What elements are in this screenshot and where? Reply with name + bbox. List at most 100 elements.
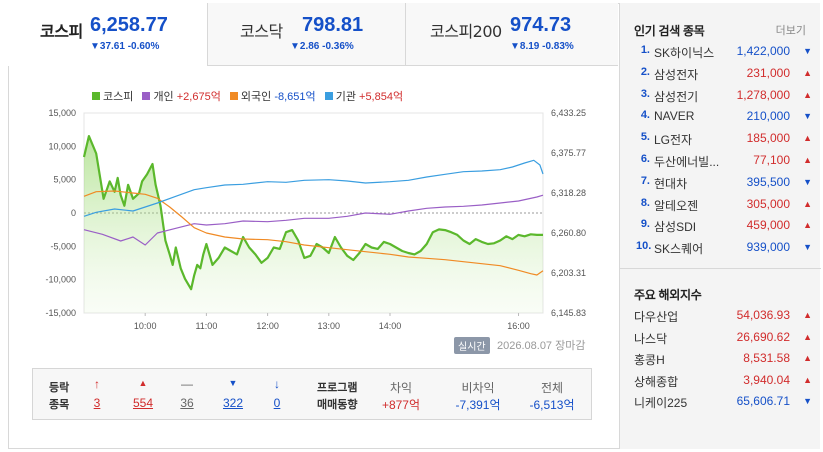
stock-name: 삼성SDI	[654, 220, 697, 235]
index-value: 26,690.62	[736, 329, 790, 344]
more-link[interactable]: 더보기	[775, 25, 806, 37]
tab-kospi200[interactable]: 코스피200 974.73 ▼8.19 -0.83%	[405, 3, 618, 66]
breadth-label-1: 등락	[49, 382, 70, 394]
right-axis-tick: 6,433.25	[551, 108, 586, 118]
index-name: 니케이225	[634, 396, 688, 410]
legend-individual: 개인 +2,675억	[142, 91, 221, 103]
tab-kospi200-name: 코스피200	[430, 22, 502, 41]
program-label-2: 매매동향	[317, 399, 358, 411]
index-name: 다우산업	[634, 310, 679, 324]
up-arrow-icon: ▲	[803, 155, 812, 165]
popular-item[interactable]: 2. 삼성전자 231,000 ▲	[636, 65, 812, 84]
divider	[620, 268, 821, 269]
down-arrow-icon: ▼	[803, 396, 812, 406]
popular-item[interactable]: 8. 알테오젠 305,000 ▲	[636, 196, 812, 215]
stock-price: 305,000	[746, 196, 790, 211]
fall-count[interactable]: 322	[222, 396, 244, 410]
rank-number: 1.	[640, 44, 650, 56]
unchanged-count[interactable]: 36	[180, 396, 194, 410]
tab-kosdaq-value: 798.81	[302, 14, 364, 36]
legend-kospi-swatch	[92, 92, 100, 100]
rank-number: 6.	[640, 153, 650, 165]
legend-foreign-label: 외국인	[240, 91, 272, 103]
rank-number: 8.	[640, 196, 650, 209]
up-arrow-icon: ▲	[803, 220, 812, 231]
market-breadth-bar: 등락 종목 ↑ 3 ▲ 554 — 36 ▼ 322 ↓ 0 프로그램 매매동향…	[32, 368, 592, 420]
upper-limit-icon: ↑	[94, 377, 100, 391]
legend-kospi-label: 코스피	[103, 91, 134, 103]
rank-number: 7.	[640, 174, 650, 187]
popular-item[interactable]: 10. SK스퀘어 939,000 ▼	[636, 239, 812, 258]
popular-item[interactable]: 6. 두산에너빌... 77,100 ▲	[636, 152, 812, 171]
index-value: 8,531.58	[743, 351, 790, 365]
world-index-item[interactable]: 상해종합 3,940.04 ▲	[634, 372, 812, 392]
arbitrage-value: +877억	[381, 398, 421, 412]
up-arrow-icon: ▲	[803, 310, 812, 320]
index-tabs: 코스피 6,258.77 ▼37.61 -0.60% 코스닥 798.81 ▼2…	[8, 3, 618, 66]
down-arrow-icon: ▼	[803, 46, 812, 56]
world-index-item[interactable]: 다우산업 54,036.93 ▲	[634, 307, 812, 327]
tab-kospi[interactable]: 코스피 6,258.77 ▼37.61 -0.60%	[8, 3, 207, 66]
index-value: 54,036.93	[736, 308, 790, 322]
index-panel: 코스피 6,258.77 ▼37.61 -0.60% 코스닥 798.81 ▼2…	[8, 3, 618, 449]
tab-kospi200-value: 974.73	[510, 14, 572, 36]
popular-item[interactable]: 3. 삼성전기 1,278,000 ▲	[636, 87, 812, 106]
rank-number: 4.	[640, 109, 650, 122]
right-axis-tick: 6,318.28	[551, 188, 586, 198]
upper-limit-count[interactable]: 3	[93, 396, 101, 410]
unchanged-icon: —	[181, 377, 193, 391]
right-axis-tick: 6,145.83	[551, 308, 586, 318]
legend-individual-value: +2,675억	[176, 91, 221, 103]
rise-count[interactable]: 554	[132, 396, 154, 410]
up-arrow-icon: ▲	[803, 331, 812, 342]
stock-name: 알테오젠	[654, 198, 699, 213]
world-index-item[interactable]: 홍콩H 8,531.58 ▲	[634, 350, 812, 370]
rank-number: 3.	[640, 87, 650, 100]
index-value: 3,940.04	[743, 372, 790, 387]
right-axis-tick: 6,203.31	[551, 268, 586, 278]
arbitrage-head: 차익	[389, 381, 413, 395]
breadth-label-2: 종목	[49, 399, 70, 411]
legend-kospi: 코스피	[92, 91, 133, 103]
up-arrow-icon: ▲	[803, 353, 812, 363]
non-arbitrage-head: 비차익	[461, 381, 495, 395]
world-index-item[interactable]: 나스닥 26,690.62 ▲	[634, 329, 812, 349]
legend-individual-swatch	[142, 92, 151, 100]
tab-kosdaq[interactable]: 코스닥 798.81 ▼2.86 -0.36%	[207, 3, 405, 66]
program-label-1: 프로그램	[317, 382, 358, 394]
popular-title: 인기 검색 종목	[634, 24, 705, 38]
popular-item[interactable]: 7. 현대차 395,500 ▼	[636, 174, 812, 193]
x-axis-tick: 10:00	[134, 321, 157, 331]
up-arrow-icon: ▲	[803, 198, 812, 209]
program-total-head: 전체	[540, 381, 564, 395]
popular-item[interactable]: 1. SK하이닉스 1,422,000 ▼	[636, 43, 812, 62]
down-arrow-icon: ▼	[803, 111, 812, 122]
series-line-0	[82, 135, 543, 291]
fall-icon: ▼	[228, 378, 238, 388]
index-value: 65,606.71	[736, 394, 790, 408]
lower-limit-count[interactable]: 0	[273, 396, 281, 410]
stock-price: 185,000	[746, 131, 790, 146]
right-axis-tick: 6,375.77	[551, 148, 586, 158]
stock-price: 459,000	[746, 218, 790, 233]
x-axis-tick: 14:00	[379, 321, 402, 331]
popular-item[interactable]: 5. LG전자 185,000 ▲	[636, 130, 812, 149]
popular-item[interactable]: 4. NAVER 210,000 ▼	[636, 108, 812, 127]
tab-kospi200-change: ▼8.19 -0.83%	[510, 41, 574, 52]
chart-legend: 코스피 개인 +2,675억 외국인 -8,651억 기관 +5,854억	[92, 88, 409, 104]
tab-kosdaq-change: ▼2.86 -0.36%	[290, 41, 354, 52]
legend-foreign: 외국인 -8,651억	[229, 91, 316, 103]
world-index-item[interactable]: 니케이225 65,606.71 ▼	[634, 393, 812, 413]
x-axis-tick: 11:00	[195, 321, 217, 331]
realtime-button[interactable]: 실시간	[454, 337, 490, 354]
stock-name: NAVER	[654, 109, 695, 124]
rank-number: 9.	[640, 218, 650, 231]
tab-kospi-name: 코스피	[40, 22, 83, 41]
index-name: 홍콩H	[634, 353, 665, 367]
stock-name: 삼성전자	[654, 67, 699, 82]
up-arrow-icon: ▲	[803, 89, 812, 100]
popular-item[interactable]: 9. 삼성SDI 459,000 ▲	[636, 217, 812, 236]
down-arrow-icon: ▼	[803, 242, 812, 253]
stock-name: SK스퀘어	[654, 242, 704, 257]
